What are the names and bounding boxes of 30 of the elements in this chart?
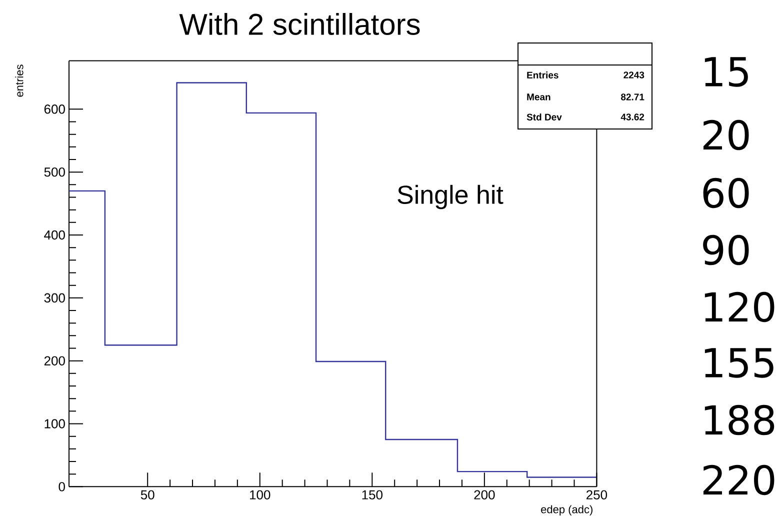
annotation: Mean (527, 94, 550, 100)
text: 82.71 (620, 94, 644, 100)
y-tick-label: 600 (44, 104, 65, 114)
text: 188 (704, 404, 774, 436)
text: 15 (704, 57, 748, 87)
text: 43.62 (620, 114, 644, 120)
y-tick-label: 300 (44, 293, 65, 303)
y-axis-title: entries (15, 64, 24, 97)
x-axis-title: edep (adc) (541, 505, 592, 516)
x-tick-label: 100 (250, 490, 270, 500)
y-tick-label: 500 (44, 167, 65, 177)
annotation: Single hit (398, 184, 504, 210)
text: 120 (704, 292, 774, 322)
x-tick-label: 150 (362, 490, 382, 500)
text: 2243 (624, 72, 644, 78)
y-tick-label: 100 (44, 419, 65, 428)
x-tick-label: 50 (140, 490, 154, 500)
annotation: Std Dev (526, 114, 562, 120)
y-tick-label: 200 (44, 356, 65, 366)
text: 155 (704, 348, 774, 378)
text: 20 (703, 120, 749, 150)
y-tick-label: 0 (58, 482, 65, 492)
x-tick-label: 200 (474, 490, 495, 500)
chart-title: With 2 scintillators (179, 12, 420, 36)
x-tick-label: 250 (586, 490, 608, 500)
y-tick-label: 400 (44, 230, 65, 240)
text: 220 (703, 464, 774, 496)
annotation: Entries (527, 72, 558, 78)
text: 60 (703, 178, 749, 208)
text: 90 (703, 234, 749, 266)
